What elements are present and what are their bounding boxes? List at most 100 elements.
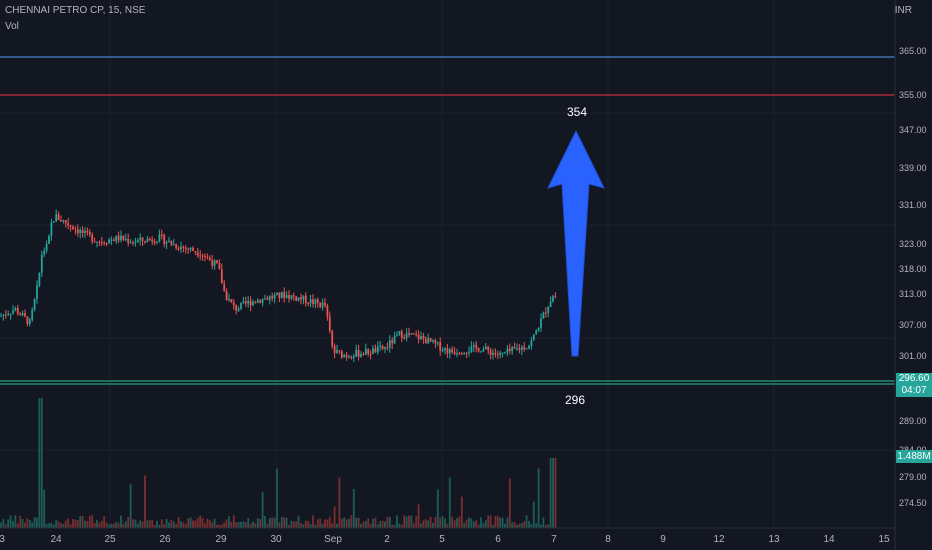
volume-bar — [453, 520, 456, 528]
volume-bar — [220, 524, 223, 528]
candle-body — [57, 214, 60, 221]
candle-body — [144, 240, 146, 243]
candle-body — [420, 336, 422, 340]
candle-body — [523, 346, 526, 350]
time-tick-label: 7 — [551, 534, 557, 545]
volume-bar — [249, 523, 252, 528]
volume-bar — [549, 458, 552, 528]
candle-body — [132, 242, 134, 244]
candle-body — [4, 314, 7, 316]
candle-body — [220, 269, 223, 284]
candle-body — [170, 240, 173, 245]
candle-body — [520, 346, 523, 350]
candle-body — [489, 350, 492, 355]
candle-body — [199, 255, 202, 257]
candle-body — [52, 221, 55, 223]
price-axis[interactable]: 365.00 355.00 347.00 339.00 331.00 323.00 318.… — [899, 46, 927, 508]
time-tick-label: 12 — [713, 534, 725, 545]
candle-body — [391, 340, 394, 344]
volume-bar — [424, 519, 427, 528]
volume-bar — [316, 519, 319, 528]
candle-body — [55, 214, 58, 222]
volume-bar — [537, 468, 540, 528]
volume-bar — [465, 519, 468, 528]
candle-body — [124, 238, 127, 240]
volume-bar — [48, 523, 50, 528]
candle-body — [499, 352, 502, 355]
price-tick-label: 313.00 — [899, 289, 927, 299]
candle-body — [129, 242, 132, 244]
candle-body — [180, 246, 182, 250]
candle-body — [451, 349, 454, 353]
volume-bar — [523, 521, 526, 528]
candle-body — [36, 285, 38, 299]
volume-bar — [422, 520, 425, 528]
volume-bar — [415, 516, 418, 528]
candle-body — [381, 345, 384, 349]
candle-body — [21, 313, 24, 316]
candle-body — [280, 292, 283, 298]
candle-body — [240, 302, 242, 309]
currency-label: INR — [894, 5, 912, 16]
volume-bar — [295, 521, 298, 528]
volume-bar — [309, 524, 312, 528]
candle-body — [326, 305, 329, 317]
volume-bar — [199, 515, 202, 528]
volume-bar — [324, 519, 326, 528]
volume-bar — [240, 521, 242, 528]
candle-body — [362, 354, 365, 356]
candle-body — [266, 298, 269, 300]
candle-body — [9, 313, 12, 315]
volume-bar — [513, 521, 516, 528]
volume-bar — [211, 522, 214, 528]
volume-bar — [398, 523, 401, 528]
candle-body — [432, 340, 434, 342]
volume-bar — [74, 519, 77, 528]
candle-body — [153, 241, 156, 243]
volume-bar — [300, 522, 302, 528]
candle-body — [2, 314, 5, 316]
candle-body — [7, 314, 10, 316]
volume-bar — [477, 524, 480, 528]
candle-body — [50, 222, 53, 236]
volume-bar — [9, 515, 12, 528]
candle-body — [434, 340, 437, 344]
volume-bar — [386, 516, 389, 528]
candle-body — [283, 292, 286, 298]
candle-body — [120, 235, 122, 241]
bar-countdown: 04:07 — [901, 385, 927, 396]
candle-body — [204, 255, 206, 257]
candle-body — [208, 257, 211, 261]
candle-body — [324, 302, 326, 306]
candle-body — [364, 349, 367, 355]
candle-body — [417, 334, 420, 340]
candle-body — [160, 234, 163, 236]
candle-body — [297, 297, 300, 301]
volume-bar — [434, 516, 437, 528]
candle-body — [384, 347, 386, 349]
candle-body — [429, 338, 432, 342]
candle-body — [156, 241, 158, 243]
time-axis[interactable]: 3 24 25 26 29 30 Sep 2 5 6 7 8 9 12 13 14 15 — [0, 534, 890, 545]
volume-bar — [122, 523, 125, 528]
volume-bar — [165, 519, 168, 528]
volume-bar — [225, 519, 228, 528]
candle-body — [357, 349, 360, 357]
volume-bar — [391, 524, 394, 528]
volume-bar — [132, 519, 134, 528]
volume-bar — [552, 458, 554, 528]
volume-bar — [484, 520, 487, 528]
volume-bar — [463, 523, 466, 528]
candle-body — [408, 333, 410, 335]
price-tick-label: 347.00 — [899, 125, 927, 135]
candle-body — [64, 220, 67, 224]
volume-bar — [43, 489, 46, 528]
candle-body — [192, 247, 194, 252]
volume-bar — [76, 520, 79, 528]
candle-body — [338, 350, 341, 352]
volume-bar — [230, 521, 233, 528]
volume-bar — [446, 523, 449, 528]
candle-body — [496, 354, 499, 356]
volume-bar — [252, 521, 254, 528]
